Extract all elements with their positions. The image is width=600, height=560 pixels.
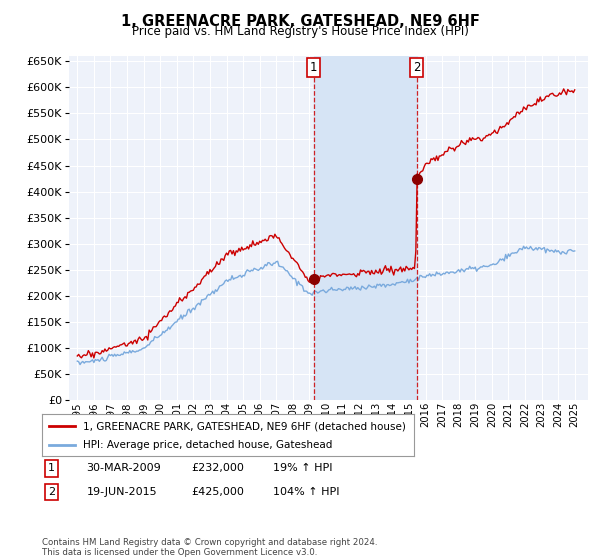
Text: 1: 1 — [48, 464, 55, 473]
Text: 2: 2 — [413, 61, 421, 74]
Text: 1, GREENACRE PARK, GATESHEAD, NE9 6HF: 1, GREENACRE PARK, GATESHEAD, NE9 6HF — [121, 14, 479, 29]
Text: £425,000: £425,000 — [191, 487, 244, 497]
Text: £232,000: £232,000 — [191, 464, 244, 473]
Text: 104% ↑ HPI: 104% ↑ HPI — [272, 487, 339, 497]
Text: Contains HM Land Registry data © Crown copyright and database right 2024.
This d: Contains HM Land Registry data © Crown c… — [42, 538, 377, 557]
Text: 19% ↑ HPI: 19% ↑ HPI — [272, 464, 332, 473]
Text: 30-MAR-2009: 30-MAR-2009 — [86, 464, 161, 473]
Text: 2: 2 — [48, 487, 55, 497]
Text: Price paid vs. HM Land Registry's House Price Index (HPI): Price paid vs. HM Land Registry's House … — [131, 25, 469, 38]
Text: 1, GREENACRE PARK, GATESHEAD, NE9 6HF (detached house): 1, GREENACRE PARK, GATESHEAD, NE9 6HF (d… — [83, 421, 406, 431]
Bar — [314, 56, 417, 400]
Text: HPI: Average price, detached house, Gateshead: HPI: Average price, detached house, Gate… — [83, 440, 332, 450]
Text: 19-JUN-2015: 19-JUN-2015 — [86, 487, 157, 497]
Text: 1: 1 — [310, 61, 317, 74]
